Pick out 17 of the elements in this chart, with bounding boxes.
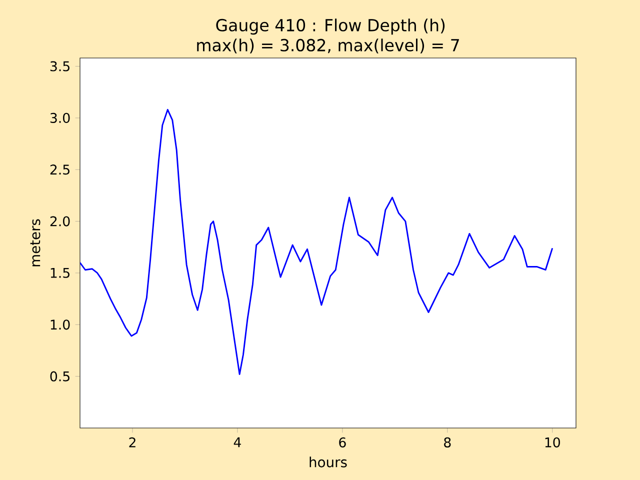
y-tick-label: 1.5 — [50, 268, 70, 278]
x-tick-label: 8 — [444, 437, 451, 448]
x-tick-label: 6 — [339, 437, 346, 448]
chart-title: Gauge 410 : Flow Depth (h) — [216, 18, 445, 35]
chart-subtitle: max(h) = 3.082, max(level) = 7 — [197, 38, 459, 54]
x-axis-title: hours — [310, 456, 347, 468]
x-tick-label: 10 — [545, 437, 560, 448]
x-tick-label: 2 — [129, 437, 136, 448]
line-series — [80, 108, 554, 375]
y-tick-label: 3.5 — [50, 61, 70, 72]
y-tick-label: 3.0 — [50, 112, 70, 123]
x-tick-label: 4 — [234, 437, 241, 448]
y-axis-title: meters — [30, 219, 40, 266]
y-tick-label: 2.0 — [50, 216, 70, 226]
y-tick-label: 0.5 — [50, 371, 70, 382]
y-tick-label: 2.5 — [50, 164, 70, 175]
y-tick-label: 1.0 — [50, 320, 70, 330]
